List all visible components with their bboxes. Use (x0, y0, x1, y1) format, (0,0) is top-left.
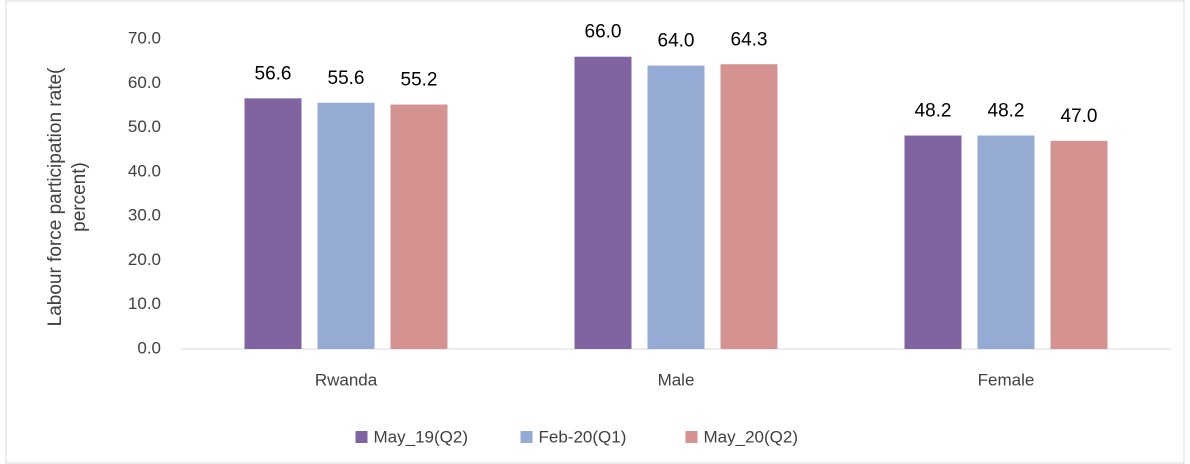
bar (904, 135, 962, 349)
x-tick-label: Rwanda (315, 370, 378, 389)
y-tick-label: 60.0 (128, 73, 161, 92)
y-tick-label: 50.0 (128, 117, 161, 136)
legend-label: Feb-20(Q1) (539, 427, 627, 446)
y-axis-title-line: percent) (69, 162, 90, 232)
bar (390, 104, 448, 350)
bar (1050, 140, 1108, 349)
value-label: 55.2 (401, 70, 438, 91)
value-label: 48.2 (915, 101, 952, 122)
legend-swatch (685, 431, 698, 443)
legend-swatch (355, 431, 368, 443)
bar (977, 135, 1035, 349)
value-label: 64.3 (731, 29, 768, 50)
x-tick-label: Female (978, 370, 1035, 389)
legend-label: May_19(Q2) (374, 427, 468, 446)
bar (317, 102, 375, 350)
bar (574, 56, 632, 349)
y-tick-label: 40.0 (128, 161, 161, 180)
y-axis-title-line: Labour force participation rate( (45, 67, 66, 326)
value-label: 64.0 (658, 31, 695, 52)
y-tick-label: 30.0 (128, 206, 161, 225)
value-label: 48.2 (988, 101, 1025, 122)
legend-swatch (520, 431, 533, 443)
x-tick-label: Male (658, 370, 695, 389)
value-label: 47.0 (1061, 106, 1098, 127)
bar (720, 64, 778, 349)
y-tick-label: 70.0 (128, 28, 161, 47)
value-label: 66.0 (585, 22, 622, 43)
y-axis-title: Labour force participation rate( percent… (45, 67, 90, 326)
bar (244, 98, 302, 349)
bar (647, 65, 705, 350)
value-label: 55.6 (328, 68, 365, 89)
value-label: 56.6 (255, 63, 292, 84)
y-tick-label: 20.0 (128, 250, 161, 269)
legend-label: May_20(Q2) (704, 427, 798, 446)
y-tick-label: 10.0 (128, 294, 161, 313)
y-tick-label: 0.0 (137, 338, 161, 357)
